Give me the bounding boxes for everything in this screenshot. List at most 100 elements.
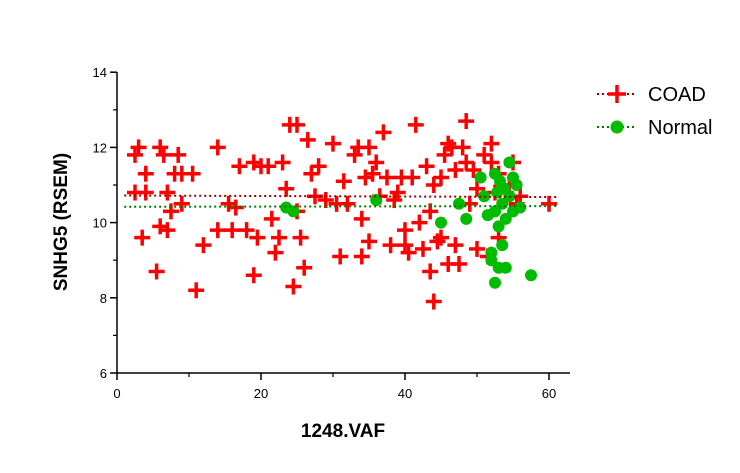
legend-label: COAD bbox=[648, 84, 706, 106]
x-tick-label: 40 bbox=[398, 386, 412, 401]
data-point-coad bbox=[238, 222, 255, 239]
x-axis-title: 1248.VAF bbox=[301, 421, 385, 442]
data-point-coad bbox=[353, 210, 370, 227]
y-tick-label: 14 bbox=[93, 65, 107, 80]
data-point-coad bbox=[188, 282, 205, 299]
data-point-normal bbox=[514, 201, 527, 214]
data-point-coad bbox=[389, 184, 406, 201]
data-point-coad bbox=[422, 263, 439, 280]
data-point-coad bbox=[184, 165, 201, 182]
data-point-coad bbox=[400, 244, 417, 261]
data-point-coad bbox=[299, 131, 316, 148]
legend-item-coad: COAD bbox=[597, 84, 706, 106]
data-point-coad bbox=[278, 180, 295, 197]
y-tick-label: 12 bbox=[93, 140, 107, 155]
data-point-coad bbox=[364, 165, 381, 182]
data-point-coad bbox=[245, 267, 262, 284]
x-tick-label: 60 bbox=[542, 386, 556, 401]
data-point-coad bbox=[458, 113, 475, 130]
data-point-coad bbox=[134, 229, 151, 246]
data-point-coad bbox=[425, 177, 442, 193]
data-point-coad bbox=[296, 259, 313, 276]
data-point-coad bbox=[476, 146, 493, 163]
data-point-coad bbox=[271, 229, 287, 246]
data-point-coad bbox=[404, 169, 421, 186]
data-point-coad bbox=[159, 222, 176, 239]
data-point-coad bbox=[137, 184, 154, 201]
data-point-coad bbox=[429, 233, 446, 250]
data-point-coad bbox=[231, 158, 248, 175]
data-point-coad bbox=[260, 158, 277, 175]
trend-line-coad bbox=[124, 194, 557, 199]
data-point-coad bbox=[137, 165, 154, 182]
x-tick-label: 20 bbox=[254, 386, 268, 401]
data-point-coad bbox=[292, 229, 309, 246]
y-tick-label: 6 bbox=[100, 366, 107, 381]
legend-item-normal: Normal bbox=[597, 117, 712, 139]
data-point-coad bbox=[339, 195, 356, 212]
data-point-coad bbox=[289, 116, 305, 133]
data-point-normal bbox=[453, 197, 465, 210]
data-point-coad bbox=[159, 184, 176, 201]
data-point-coad bbox=[415, 240, 431, 257]
data-point-coad bbox=[407, 116, 424, 133]
data-point-normal bbox=[460, 212, 473, 225]
legend-marker bbox=[608, 85, 626, 103]
data-point-coad bbox=[361, 139, 377, 156]
data-point-normal bbox=[503, 156, 516, 169]
data-point-coad bbox=[411, 214, 428, 231]
y-axis-title: SNHG5 (RSEM) bbox=[51, 153, 72, 291]
data-point-coad bbox=[303, 165, 320, 182]
data-point-coad bbox=[325, 135, 341, 152]
data-point-coad bbox=[224, 222, 241, 239]
data-point-coad bbox=[465, 161, 482, 178]
data-point-coad bbox=[541, 195, 557, 212]
data-point-coad bbox=[458, 154, 475, 171]
data-point-coad bbox=[433, 169, 449, 186]
data-point-coad bbox=[170, 146, 187, 163]
data-point-coad bbox=[148, 263, 165, 280]
data-point-coad bbox=[361, 233, 377, 250]
data-point-coad bbox=[436, 146, 453, 163]
data-point-coad bbox=[195, 237, 212, 254]
data-point-coad bbox=[353, 248, 370, 265]
data-point-coad bbox=[447, 161, 464, 178]
data-point-coad bbox=[483, 154, 500, 171]
data-point-coad bbox=[127, 146, 143, 163]
data-point-coad bbox=[163, 203, 179, 220]
data-point-coad bbox=[130, 139, 147, 156]
data-point-coad bbox=[447, 237, 464, 254]
data-point-coad bbox=[267, 244, 284, 261]
data-point-coad bbox=[209, 222, 226, 239]
data-point-normal bbox=[485, 254, 498, 267]
data-point-coad bbox=[368, 154, 385, 171]
data-point-normal bbox=[492, 220, 505, 233]
data-point-coad bbox=[155, 146, 172, 163]
data-point-coad bbox=[379, 169, 395, 186]
data-point-coad bbox=[274, 154, 291, 171]
data-point-coad bbox=[382, 237, 399, 254]
data-point-coad bbox=[397, 222, 413, 239]
data-point-coad bbox=[375, 124, 392, 141]
data-point-normal bbox=[499, 212, 512, 225]
legend-label: Normal bbox=[648, 117, 712, 139]
data-point-coad bbox=[469, 240, 485, 257]
legend-marker bbox=[610, 120, 624, 134]
data-point-coad bbox=[425, 293, 442, 310]
legend: COAD Normal bbox=[597, 84, 712, 139]
data-point-coad bbox=[454, 139, 471, 156]
trend-line-normal bbox=[124, 205, 557, 208]
data-point-normal bbox=[287, 205, 300, 218]
data-point-coad bbox=[346, 146, 363, 163]
data-point-coad bbox=[469, 180, 485, 197]
data-point-normal bbox=[496, 239, 509, 252]
data-point-coad bbox=[209, 139, 226, 156]
data-point-coad bbox=[263, 210, 280, 227]
data-point-normal bbox=[435, 216, 447, 229]
data-point-coad bbox=[440, 135, 457, 152]
y-tick-label: 10 bbox=[93, 216, 107, 231]
x-tick-label: 0 bbox=[113, 386, 120, 401]
data-point-coad bbox=[152, 139, 169, 156]
y-tick-label: 8 bbox=[100, 291, 107, 306]
